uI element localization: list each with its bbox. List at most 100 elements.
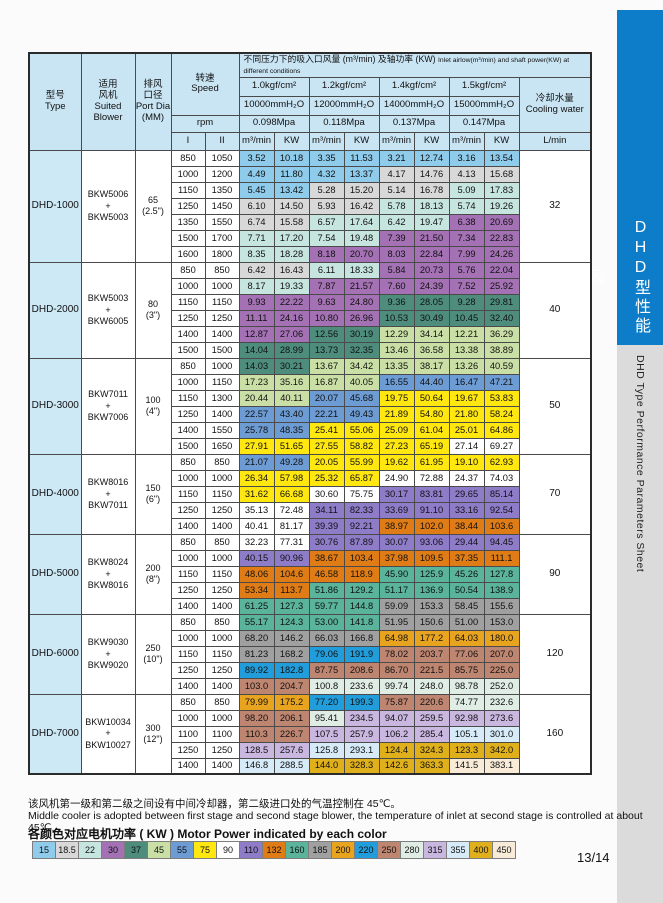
power-cell: 248.0	[413, 677, 450, 695]
legend-swatch: 200	[331, 841, 355, 859]
power-cell: 44.40	[413, 373, 450, 391]
power-cell: 109.5	[413, 549, 450, 567]
port-dia-cell: 300 (12")	[134, 693, 172, 775]
table-row: DHD-6000 BKW9030 + BKW9020 250 (10") 850 850…	[28, 613, 592, 695]
flow-cell: 7.71	[238, 229, 275, 247]
cooling-water-cell: 70	[518, 453, 592, 535]
power-cell: 92.54	[483, 501, 520, 519]
flow-cell: 19.67	[448, 389, 485, 407]
flow-cell: 19.75	[378, 389, 415, 407]
legend-swatch: 450	[492, 841, 516, 859]
power-cell: 324.3	[413, 741, 450, 759]
speed-ii-cell: 1150	[204, 565, 240, 583]
power-cell: 29.81	[483, 293, 520, 311]
power-cell: 22.83	[483, 229, 520, 247]
header-pressure-mpa: 0.147Mpa	[448, 114, 520, 133]
power-cell: 257.6	[273, 741, 310, 759]
cooling-water-cell: 90	[518, 533, 592, 615]
note-cn: 该风机第一级和第二级之间设有中间冷却器，第二级进口处的气温控制在 45℃。	[28, 798, 401, 810]
power-cell: 38.17	[413, 357, 450, 375]
power-cell: 43.40	[273, 405, 310, 423]
header-power-unit: KW	[343, 131, 380, 151]
power-cell: 153.0	[483, 613, 520, 631]
flow-cell: 75.87	[378, 693, 415, 711]
header-rpm: rpm	[170, 114, 240, 133]
power-cell: 16.43	[273, 261, 310, 279]
flow-cell: 81.23	[238, 645, 275, 663]
flow-cell: 16.47	[448, 373, 485, 391]
legend-swatch: 55	[170, 841, 194, 859]
power-cell: 259.5	[413, 709, 450, 727]
speed-ii-cell: 1550	[204, 213, 240, 231]
legend-swatch: 315	[423, 841, 447, 859]
flow-cell: 4.17	[378, 165, 415, 183]
power-cell: 50.64	[413, 389, 450, 407]
power-cell: 87.89	[343, 533, 380, 551]
legend-swatch: 110	[239, 841, 263, 859]
power-cell: 18.33	[343, 261, 380, 279]
power-cell: 77.31	[273, 533, 310, 551]
speed-i-cell: 850	[170, 261, 206, 279]
power-cell: 127.8	[483, 565, 520, 583]
flow-cell: 30.07	[378, 533, 415, 551]
speed-ii-cell: 850	[204, 533, 240, 551]
flow-cell: 5.09	[448, 181, 485, 199]
flow-cell: 10.53	[378, 309, 415, 327]
header-cooling-unit: L/min	[518, 131, 592, 151]
flow-cell: 19.10	[448, 453, 485, 471]
table-row: 1250 1250 89.92 182.8 87.75 208.6 86.70 221.5 85…	[29, 661, 591, 679]
flow-cell: 12.21	[448, 325, 485, 343]
power-cell: 19.47	[413, 213, 450, 231]
flow-cell: 9.93	[238, 293, 275, 311]
power-cell: 34.14	[413, 325, 450, 343]
legend-swatch: 75	[193, 841, 217, 859]
flow-cell: 27.55	[308, 437, 345, 455]
speed-ii-cell: 1150	[204, 485, 240, 503]
power-cell: 225.0	[483, 661, 520, 679]
speed-ii-cell: 1400	[204, 405, 240, 423]
flow-cell: 9.63	[308, 293, 345, 311]
flow-cell: 21.07	[238, 453, 275, 471]
power-cell: 61.04	[413, 421, 450, 439]
speed-i-cell: 1350	[170, 213, 206, 231]
table-row: DHD-3000 BKW7011 + BKW7006 100 (4") 850 1000…	[28, 357, 592, 455]
header-cooling-water: 冷却水量 Cooling water	[518, 76, 592, 133]
header-blower: 适用 风机 Suited Blower	[80, 52, 136, 151]
flow-cell: 24.90	[378, 469, 415, 487]
speed-i-cell: 850	[170, 357, 206, 375]
flow-cell: 107.5	[308, 725, 345, 743]
speed-ii-cell: 850	[204, 613, 240, 631]
flow-cell: 7.52	[448, 277, 485, 295]
model-cell: DHD-7000	[28, 693, 82, 775]
cooling-water-cell: 40	[518, 261, 592, 359]
flow-cell: 95.41	[308, 709, 345, 727]
power-cell: 11.53	[343, 149, 380, 167]
header-pressure-mpa: 0.098Mpa	[238, 114, 310, 133]
flow-cell: 92.98	[448, 709, 485, 727]
power-cell: 72.48	[273, 501, 310, 519]
table-row: 1000 1150 17.23 35.16 16.87 40.05 16.55 44.40 16…	[29, 373, 591, 391]
power-cell: 82.33	[343, 501, 380, 519]
flow-cell: 19.62	[378, 453, 415, 471]
flow-cell: 12.87	[238, 325, 275, 343]
flow-cell: 25.09	[378, 421, 415, 439]
header-power-unit: KW	[273, 131, 310, 151]
flow-cell: 13.38	[448, 341, 485, 359]
power-cell: 48.35	[273, 421, 310, 439]
legend-swatch: 18.5	[55, 841, 79, 859]
table-row: 1500 1500 14.04 28.99 13.73 32.35 13.46 36.58 13…	[29, 341, 591, 359]
flow-cell: 9.36	[378, 293, 415, 311]
cooling-water-cell: 160	[518, 693, 592, 775]
speed-ii-cell: 850	[204, 453, 240, 471]
legend-title: 各颜色对应电机功率 ( KW ) Motor Power indicated b…	[28, 827, 387, 841]
flow-cell: 141.5	[448, 757, 485, 775]
power-cell: 221.5	[413, 661, 450, 679]
speed-i-cell: 850	[170, 613, 206, 631]
flow-cell: 27.23	[378, 437, 415, 455]
power-cell: 22.22	[273, 293, 310, 311]
table-row: 1000 1000 98.20 206.1 95.41 234.5 94.07 259.5 92…	[29, 709, 591, 727]
power-cell: 65.87	[343, 469, 380, 487]
flow-cell: 6.11	[308, 261, 345, 279]
flow-cell: 128.5	[238, 741, 275, 759]
cooling-water-cell: 120	[518, 613, 592, 695]
